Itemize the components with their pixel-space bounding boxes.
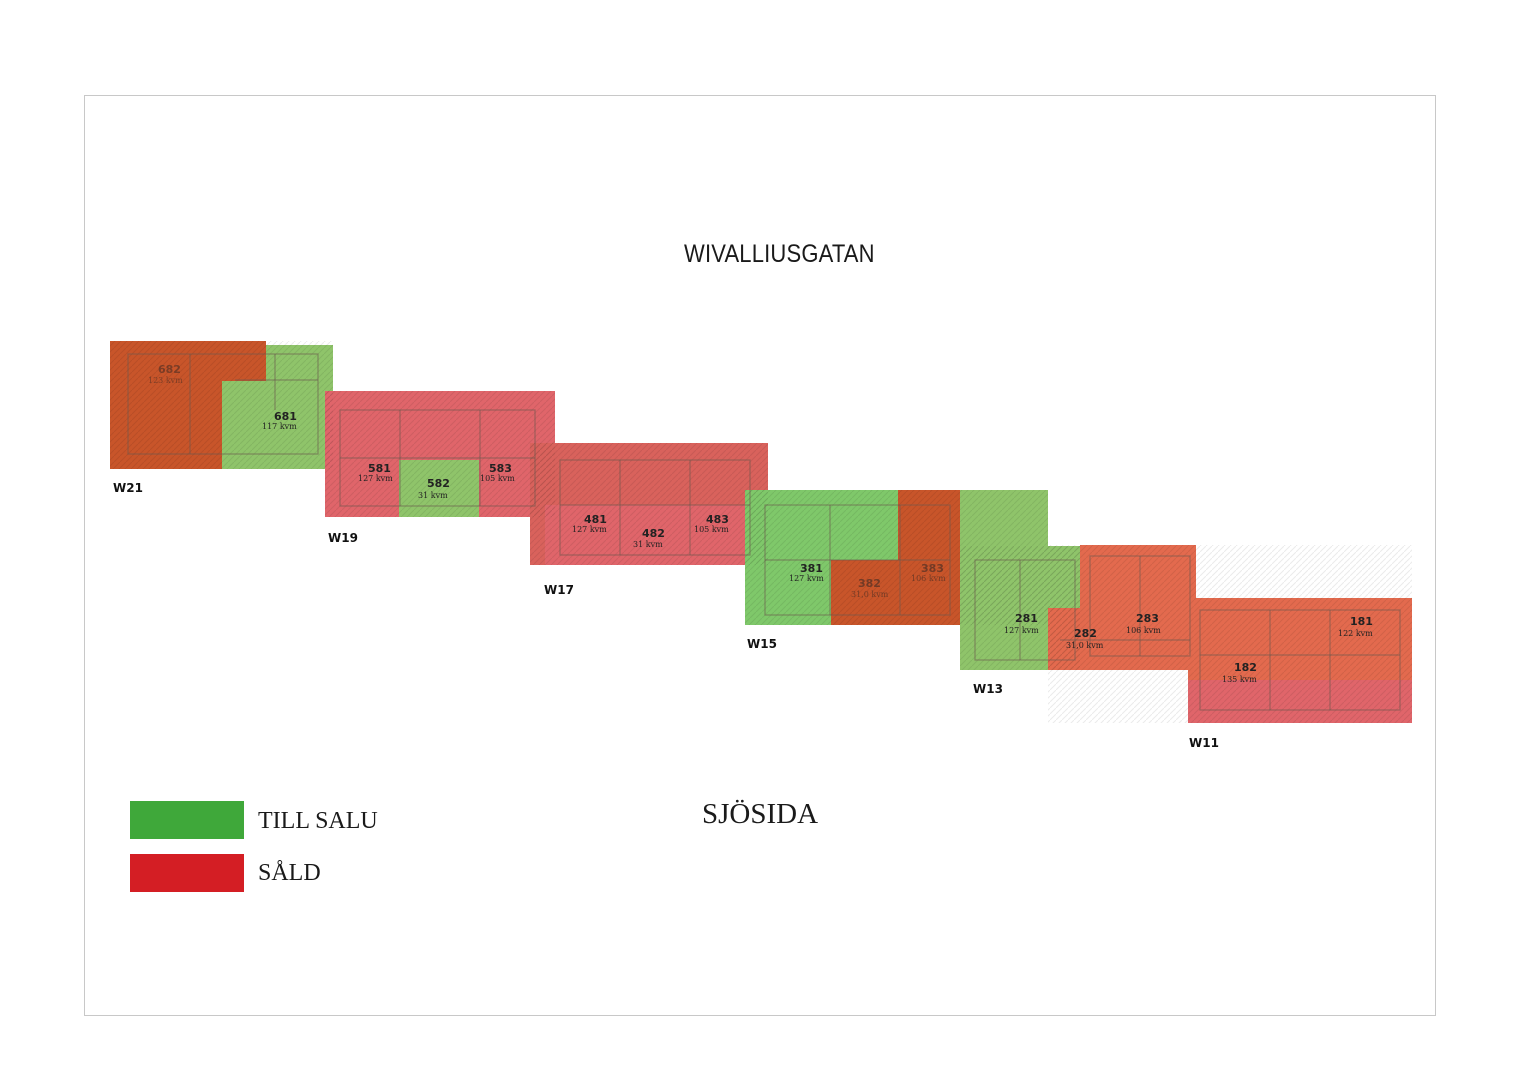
unit-681-area-label: 117 kvm	[262, 422, 297, 431]
unit-182-area-label: 135 kvm	[1222, 675, 1257, 684]
building-label-w13: W13	[973, 682, 1003, 696]
building-label-w19: W19	[328, 531, 358, 545]
unit-482-area-label: 31 kvm	[633, 540, 663, 549]
unit-581-area-label: 127 kvm	[358, 474, 393, 483]
unit-481-area-label: 127 kvm	[572, 525, 607, 534]
unit-181-number: 181	[1350, 615, 1373, 628]
unit-382-number: 382	[858, 577, 881, 590]
interior-walls	[127, 353, 1401, 711]
unit-682-area-label: 123 kvm	[148, 376, 183, 385]
unit-281-number: 281	[1015, 612, 1038, 625]
unit-282-area-label: 31,0 kvm	[1066, 641, 1104, 650]
building-label-w15: W15	[747, 637, 777, 651]
plan-texture	[110, 341, 1412, 723]
unit-582-area-label: 31 kvm	[418, 491, 448, 500]
building-label-w21: W21	[113, 481, 143, 495]
unit-483-number: 483	[706, 513, 729, 526]
unit-383-area-label: 106 kvm	[911, 574, 946, 583]
unit-382-area-label: 31,0 kvm	[851, 590, 889, 599]
building-label-w11: W11	[1189, 736, 1219, 750]
unit-381-area-label: 127 kvm	[789, 574, 824, 583]
building-label-w17: W17	[544, 583, 574, 597]
legend-swatch-sold	[130, 854, 244, 892]
unit-283-area-label: 106 kvm	[1126, 626, 1161, 635]
unit-282-number: 282	[1074, 627, 1097, 640]
unit-labels: 682 123 kvm 681 117 kvm 581 127 kvm 582 …	[148, 363, 1373, 684]
unit-481-number: 481	[584, 513, 607, 526]
unit-181-area-label: 122 kvm	[1338, 629, 1373, 638]
unit-681-number: 681	[274, 410, 297, 423]
sea-side-label: SJÖSIDA	[702, 798, 819, 830]
unit-483-area-label: 105 kvm	[694, 525, 729, 534]
street-label: WIVALLIUSGATAN	[684, 240, 875, 268]
legend-swatch-for-sale	[130, 801, 244, 839]
legend-label-for-sale: TILL SALU	[258, 808, 378, 834]
map-frame	[84, 95, 1436, 1016]
unit-582-number: 582	[427, 477, 450, 490]
unit-383-number: 383	[921, 562, 944, 575]
unit-381-number: 381	[800, 562, 823, 575]
legend-label-sold: SÅLD	[258, 860, 321, 886]
unit-583-number: 583	[489, 462, 512, 475]
unit-682-number: 682	[158, 363, 181, 376]
unit-182-number: 182	[1234, 661, 1257, 674]
unit-482-number: 482	[642, 527, 665, 540]
unit-583-area-label: 105 kvm	[480, 474, 515, 483]
unit-581-number: 581	[368, 462, 391, 475]
unit-283-number: 283	[1136, 612, 1159, 625]
unit-281-area-label: 127 kvm	[1004, 626, 1039, 635]
